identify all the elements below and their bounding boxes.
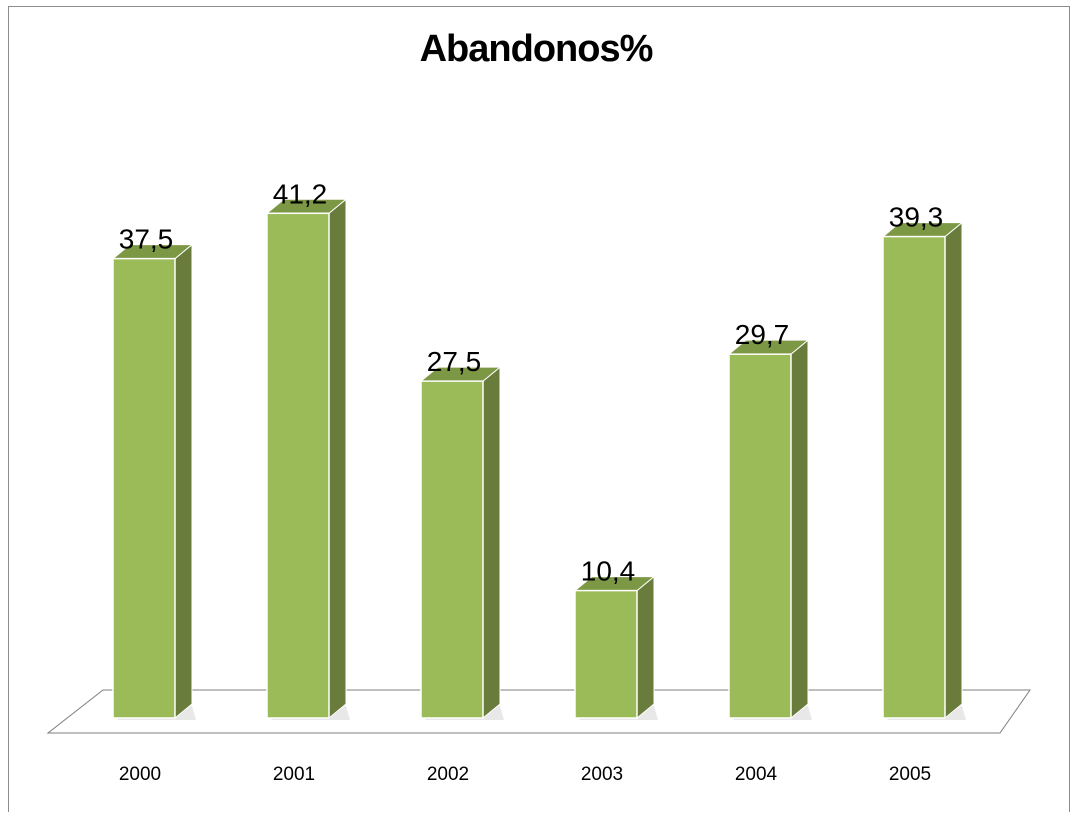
bar-side <box>636 575 655 720</box>
data-label: 39,3 <box>889 202 944 233</box>
bar <box>112 257 176 719</box>
data-label: 10,4 <box>581 556 636 587</box>
x-tick-label: 2001 <box>273 764 315 785</box>
data-label: 29,7 <box>735 319 790 350</box>
chart-frame <box>8 6 1070 812</box>
data-label: 27,5 <box>427 346 482 377</box>
bar-side <box>944 221 963 720</box>
data-label: 37,5 <box>119 224 174 255</box>
bar-side <box>482 366 501 720</box>
bar-side <box>328 198 347 720</box>
x-tick-label: 2005 <box>889 764 931 785</box>
bar <box>728 353 792 719</box>
chart-title: Abandonos% <box>419 28 654 70</box>
bar-side <box>790 339 809 720</box>
bar <box>266 212 330 719</box>
bar-side <box>174 243 193 720</box>
data-label: 41,2 <box>273 178 328 209</box>
x-tick-label: 2002 <box>427 764 469 785</box>
bar <box>574 589 638 719</box>
x-tick-label: 2004 <box>735 764 778 785</box>
bar <box>420 380 484 719</box>
x-tick-label: 2000 <box>119 764 161 785</box>
bar <box>882 235 946 719</box>
x-tick-label: 2003 <box>581 764 623 785</box>
